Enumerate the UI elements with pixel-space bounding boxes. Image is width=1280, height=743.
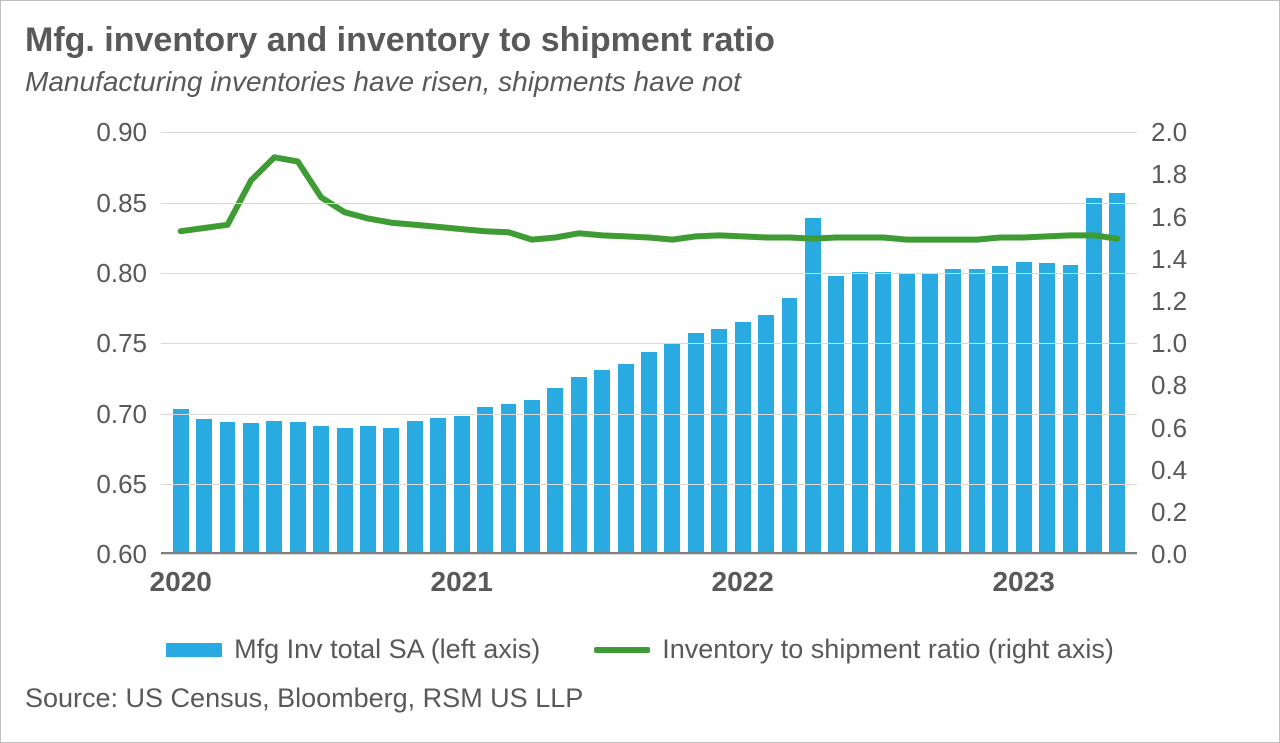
legend-swatch-line-icon [594, 647, 650, 653]
x-tick-label: 2022 [712, 554, 774, 598]
y-left-tick-label: 0.90 [96, 119, 161, 145]
chart-frame: Mfg. inventory and inventory to shipment… [0, 0, 1280, 743]
legend: Mfg Inv total SA (left axis) Inventory t… [25, 634, 1255, 665]
y-left-tick-label: 0.85 [96, 190, 161, 216]
gridline [161, 273, 1137, 274]
y-right-tick-label: 1.4 [1137, 246, 1187, 272]
plot-outer: 0.600.650.700.750.800.850.900.00.20.40.6… [77, 126, 1203, 616]
chart-area: Inventories millions of USD Inv to shipm… [25, 126, 1255, 616]
gridline [161, 343, 1137, 344]
y-right-tick-label: 1.2 [1137, 288, 1187, 314]
legend-label-bar: Mfg Inv total SA (left axis) [234, 634, 540, 665]
legend-label-line: Inventory to shipment ratio (right axis) [662, 634, 1114, 665]
y-right-tick-label: 0.2 [1137, 499, 1187, 525]
y-left-tick-label: 0.75 [96, 330, 161, 356]
x-tick-label: 2020 [150, 554, 212, 598]
y-right-tick-label: 0.4 [1137, 457, 1187, 483]
gridline [161, 414, 1137, 415]
y-left-tick-label: 0.80 [96, 260, 161, 286]
y-right-tick-label: 1.0 [1137, 330, 1187, 356]
y-right-tick-label: 0.8 [1137, 372, 1187, 398]
chart-title: Mfg. inventory and inventory to shipment… [25, 21, 1255, 60]
gridline [161, 132, 1137, 133]
y-right-tick-label: 0.0 [1137, 541, 1187, 567]
x-tick-label: 2023 [992, 554, 1054, 598]
source-text: Source: US Census, Bloomberg, RSM US LLP [25, 683, 1255, 714]
y-right-tick-label: 1.8 [1137, 161, 1187, 187]
gridline [161, 554, 1137, 555]
gridline [161, 203, 1137, 204]
y-right-tick-label: 2.0 [1137, 119, 1187, 145]
legend-item-bar: Mfg Inv total SA (left axis) [166, 634, 540, 665]
y-left-tick-label: 0.70 [96, 401, 161, 427]
chart-subtitle: Manufacturing inventories have risen, sh… [25, 66, 1255, 98]
legend-item-line: Inventory to shipment ratio (right axis) [594, 634, 1114, 665]
x-tick-label: 2021 [431, 554, 493, 598]
y-left-tick-label: 0.65 [96, 471, 161, 497]
gridline [161, 484, 1137, 485]
plot-region: 0.600.650.700.750.800.850.900.00.20.40.6… [161, 132, 1137, 554]
y-right-tick-label: 1.6 [1137, 204, 1187, 230]
y-right-tick-label: 0.6 [1137, 415, 1187, 441]
legend-swatch-bar-icon [166, 643, 222, 657]
y-left-axis-label: Inventories millions of USD [0, 75, 7, 387]
line-series [181, 158, 1118, 240]
